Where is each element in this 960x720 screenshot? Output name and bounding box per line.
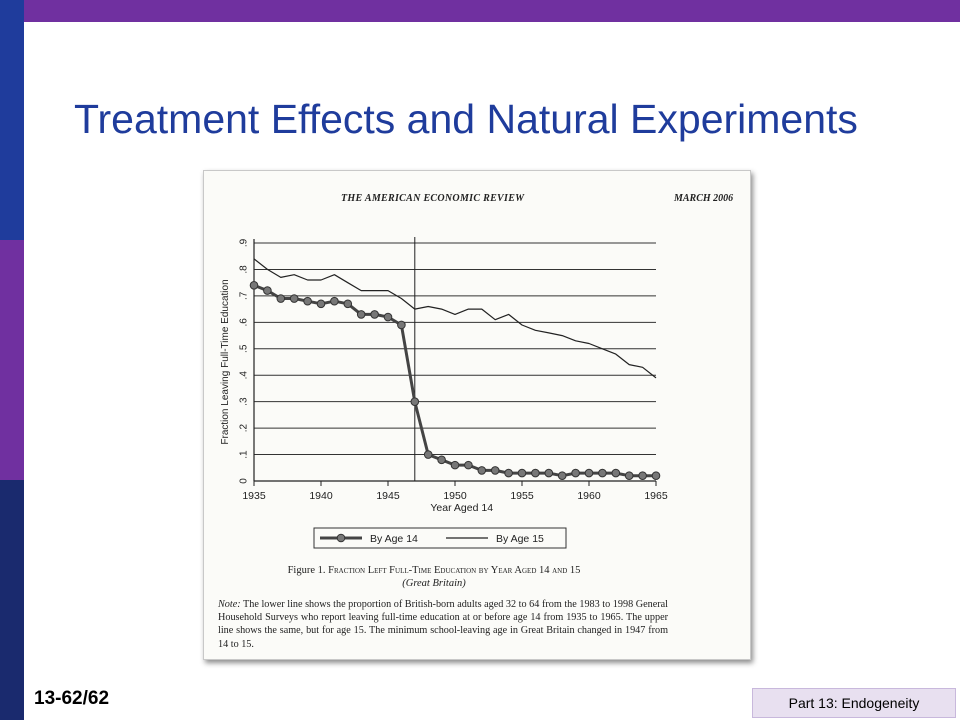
data-point [598,468,607,478]
data-point [611,468,621,478]
y-axis-label: Fraction Leaving Full-Time Education [220,279,231,444]
x-tick-label: 1950 [443,490,467,502]
x-tick-label: 1965 [644,490,668,502]
data-point [289,294,299,303]
data-point [624,471,634,481]
data-point [249,281,259,290]
x-tick-label: 1945 [376,490,400,502]
data-point [477,466,487,475]
data-point [437,455,446,465]
figure-label: Figure 1. [287,565,326,576]
note-label: Note: [218,599,241,610]
data-point [464,460,473,470]
y-tick-label: .9 [239,238,250,247]
x-axis-label: Year Aged 14 [430,502,493,514]
sidebar-segment-navy [0,480,24,720]
journal-header: THE AMERICAN ECONOMIC REVIEW [341,193,525,204]
y-tick-label: .2 [239,424,250,433]
x-tick-label: 1960 [577,490,601,502]
data-point [517,468,527,478]
data-point [397,320,406,330]
sidebar-segment-purple [0,240,24,480]
slide-title: Treatment Effects and Natural Experiment… [74,96,858,142]
series-line-2 [253,258,657,379]
scanned-figure: THE AMERICAN ECONOMIC REVIEW MARCH 2006 … [203,170,751,660]
data-point [276,294,286,303]
x-tick-label: 1955 [510,490,534,502]
data-point [303,296,312,306]
sidebar-segment-blue [0,0,24,240]
y-tick-label: .7 [239,291,250,300]
top-accent-bar [0,0,960,22]
data-point [423,450,433,459]
y-tick-label: .4 [239,371,250,380]
data-point [584,468,594,478]
data-point [383,312,393,322]
figure-title: Fraction Left Full-Time Education by Yea… [328,565,581,576]
figure-note: Note: The lower line shows the proportio… [218,598,668,651]
data-point [638,471,647,481]
data-point [557,471,567,481]
data-point [504,468,513,478]
line-chart: 0 .1 .2 .3 .4 .5 .6 .7 .8 .9 1935 1940 1945 1950 1955 1… [220,237,668,549]
data-point [410,397,420,406]
data-point [343,299,353,309]
legend-label: By Age 15 [496,533,544,545]
figure-subtitle: (Great Britain) [402,578,466,589]
x-tick-label: 1935 [242,490,266,502]
part-label: Part 13: Endogeneity [752,688,956,718]
slide-number: 13-62/62 [34,688,110,709]
data-point [571,468,580,478]
data-point [490,466,500,475]
x-tick-label: 1940 [309,490,333,502]
y-tick-label: .3 [239,397,250,406]
data-point [370,310,379,319]
note-text: The lower line shows the proportion of B… [218,599,668,650]
data-point [450,460,460,470]
data-point [356,310,366,319]
y-tick-label: .8 [239,265,250,274]
legend-box [313,527,567,549]
y-tick-label: 0 [239,478,250,484]
y-tick-label: .1 [239,450,250,459]
issue-date: MARCH 2006 [674,193,734,204]
data-point [531,468,540,478]
data-point [330,296,339,306]
data-point [544,468,554,478]
y-tick-label: .6 [239,318,250,327]
figure-caption: Figure 1. Fraction Left Full-Time Educat… [214,565,654,576]
data-point [316,299,326,309]
data-point [651,471,661,481]
legend-label: By Age 14 [370,533,418,545]
data-point [263,286,272,295]
legend-marker [336,533,346,543]
y-tick-label: .5 [239,344,250,353]
